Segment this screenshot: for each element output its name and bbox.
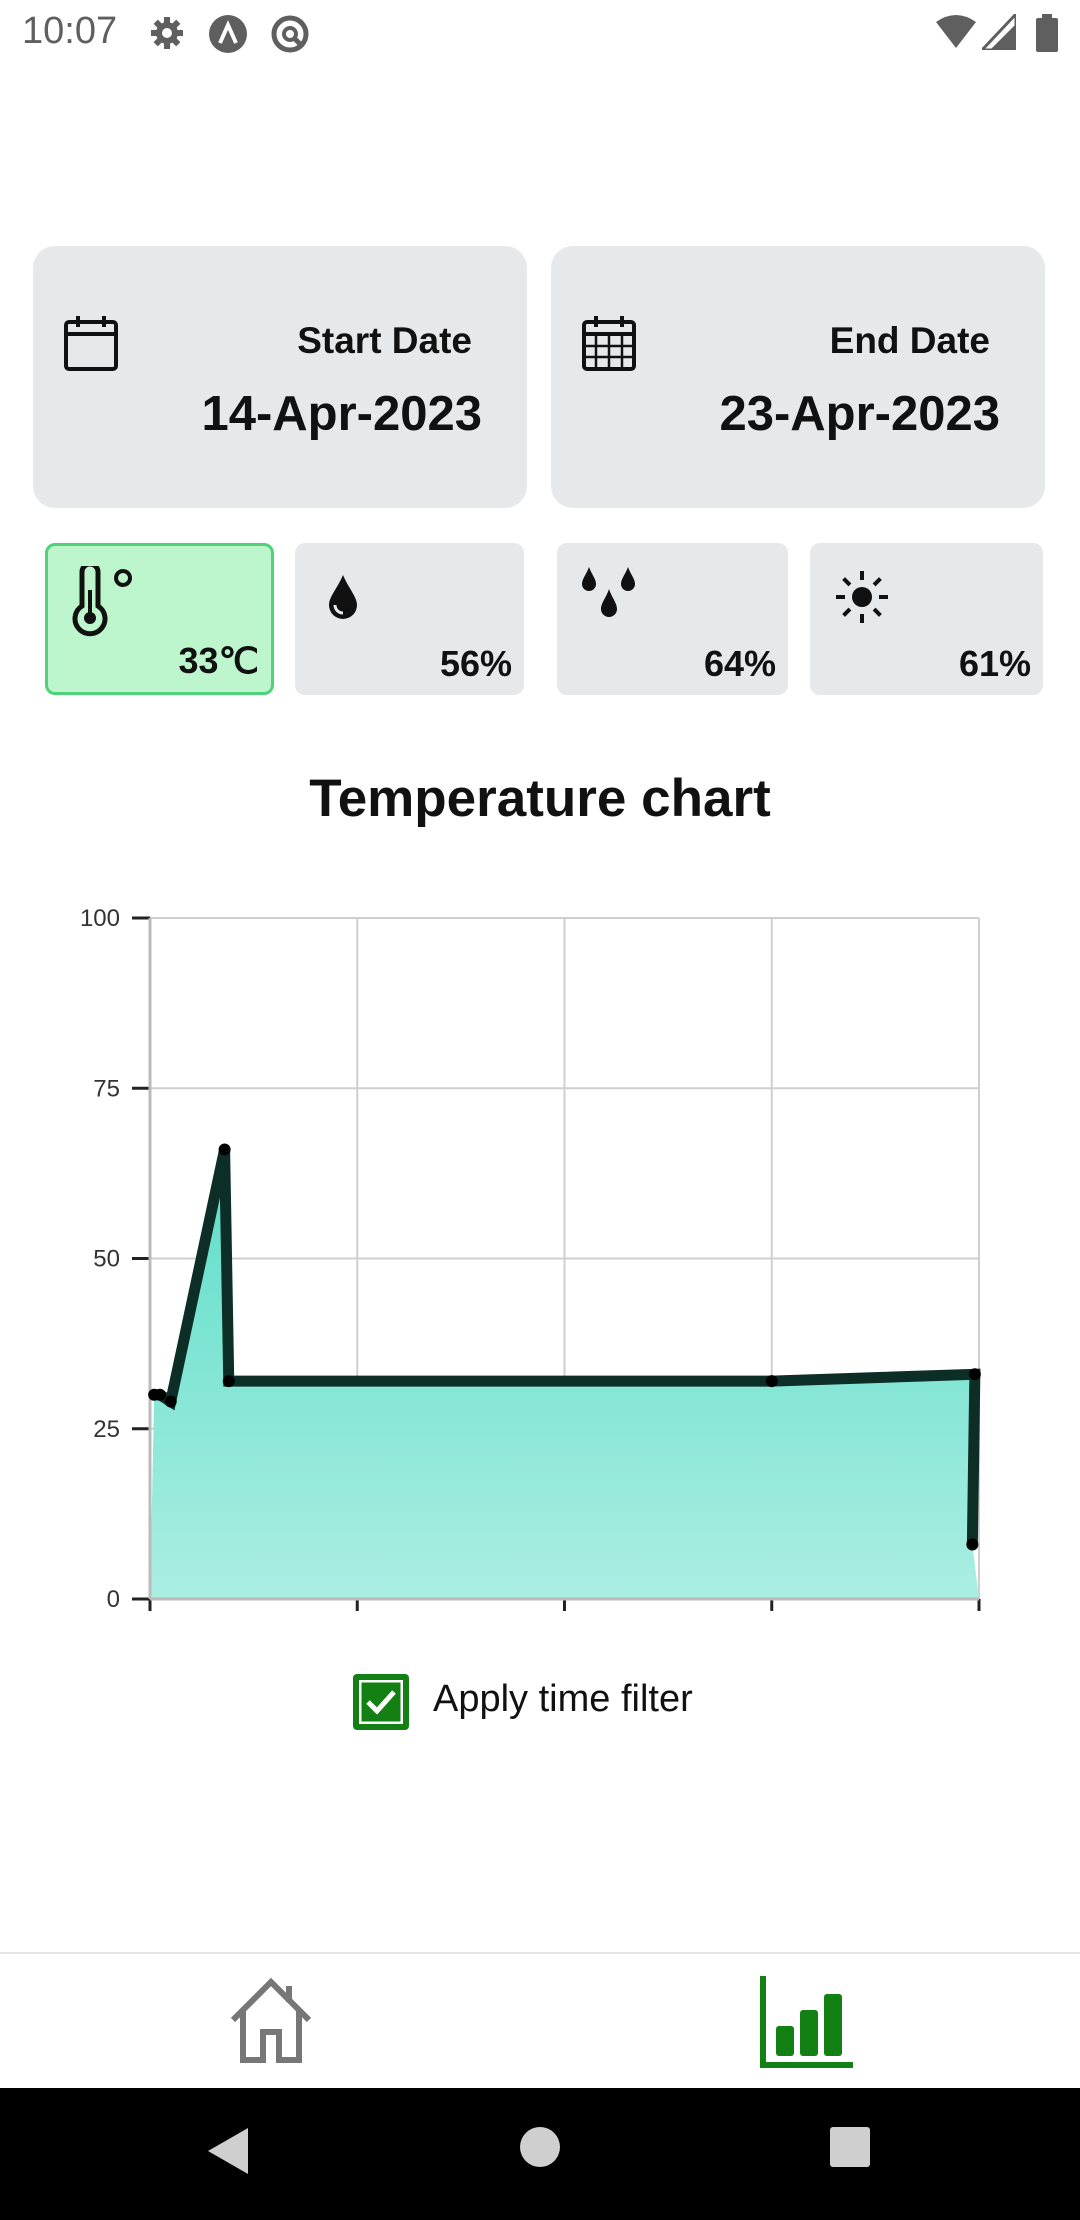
no-sync-icon xyxy=(271,15,309,53)
start-date-card[interactable]: Start Date 14-Apr-2023 xyxy=(33,246,527,508)
water-drops-icon xyxy=(582,567,635,617)
end-date-label: End Date xyxy=(829,320,990,361)
chart-area xyxy=(150,1149,979,1599)
rain-value: 64% xyxy=(703,643,776,684)
home-circle-icon[interactable] xyxy=(519,2126,561,2168)
home-icon[interactable] xyxy=(225,1974,317,2066)
temperature-chart: 0 25 50 75 100 xyxy=(80,905,981,1613)
y-tick-label: 25 xyxy=(93,1416,120,1443)
chart-point xyxy=(765,1375,778,1388)
metric-rain[interactable]: 64% xyxy=(557,543,788,695)
time-filter-checkbox[interactable] xyxy=(353,1674,409,1730)
end-date-value: 23-Apr-2023 xyxy=(719,387,1000,441)
y-tick-label: 75 xyxy=(93,1075,120,1102)
sun-icon xyxy=(836,571,888,623)
bar-chart-icon[interactable] xyxy=(760,1976,856,2068)
water-drop-icon xyxy=(329,575,357,619)
a-circle-icon xyxy=(209,15,247,53)
start-date-value: 14-Apr-2023 xyxy=(201,387,482,441)
metric-humidity[interactable]: 56% xyxy=(295,543,524,695)
metric-temperature[interactable]: 33℃ xyxy=(45,543,274,695)
chart-tick-labels: 0 25 50 75 100 xyxy=(80,905,120,1613)
y-tick-label: 0 xyxy=(107,1586,120,1613)
chart-point xyxy=(164,1395,177,1408)
chart-point xyxy=(218,1143,231,1156)
metric-light[interactable]: 61% xyxy=(810,543,1043,695)
calendar-icon xyxy=(64,316,118,371)
bottom-nav xyxy=(0,1952,1080,2090)
chart-point xyxy=(153,1388,166,1401)
checkmark-icon xyxy=(359,1680,403,1724)
signal-icon xyxy=(982,14,1016,50)
chart-point xyxy=(966,1538,979,1551)
end-date-card[interactable]: End Date 23-Apr-2023 xyxy=(551,246,1045,508)
battery-icon xyxy=(1036,14,1058,52)
chart-point xyxy=(222,1375,235,1388)
recents-icon[interactable] xyxy=(829,2126,871,2168)
y-tick-label: 50 xyxy=(93,1246,120,1273)
temperature-value: 33℃ xyxy=(178,640,259,681)
wifi-icon xyxy=(936,15,976,48)
back-icon[interactable] xyxy=(204,2126,250,2176)
system-nav-bar xyxy=(0,2088,1080,2220)
status-bar: 10:07 xyxy=(0,0,1080,66)
humidity-value: 56% xyxy=(439,643,512,684)
start-date-label: Start Date xyxy=(297,320,472,361)
settings-icon xyxy=(151,17,183,49)
time-filter-label: Apply time filter xyxy=(433,1678,693,1720)
chart-title: Temperature chart xyxy=(309,769,771,828)
y-tick-label: 100 xyxy=(80,905,120,932)
chart-axes xyxy=(132,916,981,1611)
chart-point xyxy=(968,1368,981,1381)
light-value: 61% xyxy=(958,643,1031,684)
status-time: 10:07 xyxy=(22,10,118,52)
chart-points xyxy=(148,1143,981,1551)
thermometer-icon xyxy=(72,566,132,637)
calendar-grid-icon xyxy=(582,316,636,371)
